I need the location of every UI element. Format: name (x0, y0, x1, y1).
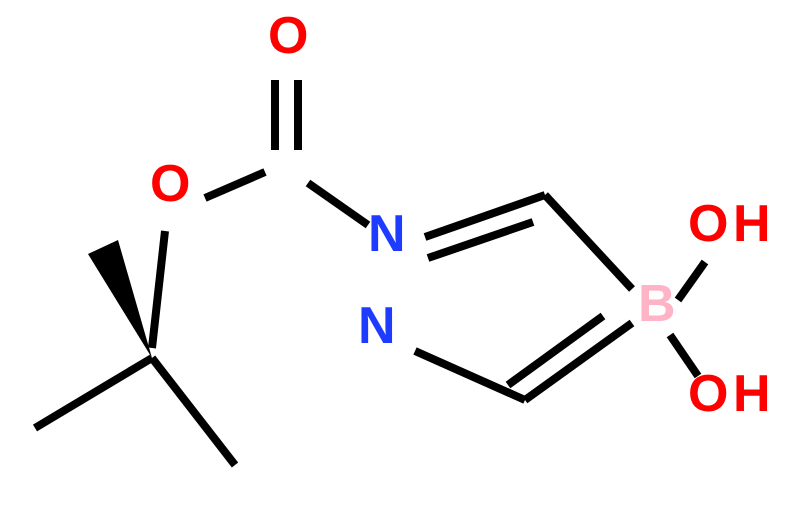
atom-boron: B (638, 278, 676, 330)
atom-o-ester: O (150, 158, 190, 210)
atom-oh1-h: H (733, 198, 771, 250)
atom-oh2-h: H (733, 368, 771, 420)
atom-o-top: O (268, 10, 308, 62)
atom-oh1-o: O (688, 198, 728, 250)
atom-n2: N (358, 300, 396, 352)
atom-oh2-o: O (688, 368, 728, 420)
atom-n1: N (368, 208, 406, 260)
